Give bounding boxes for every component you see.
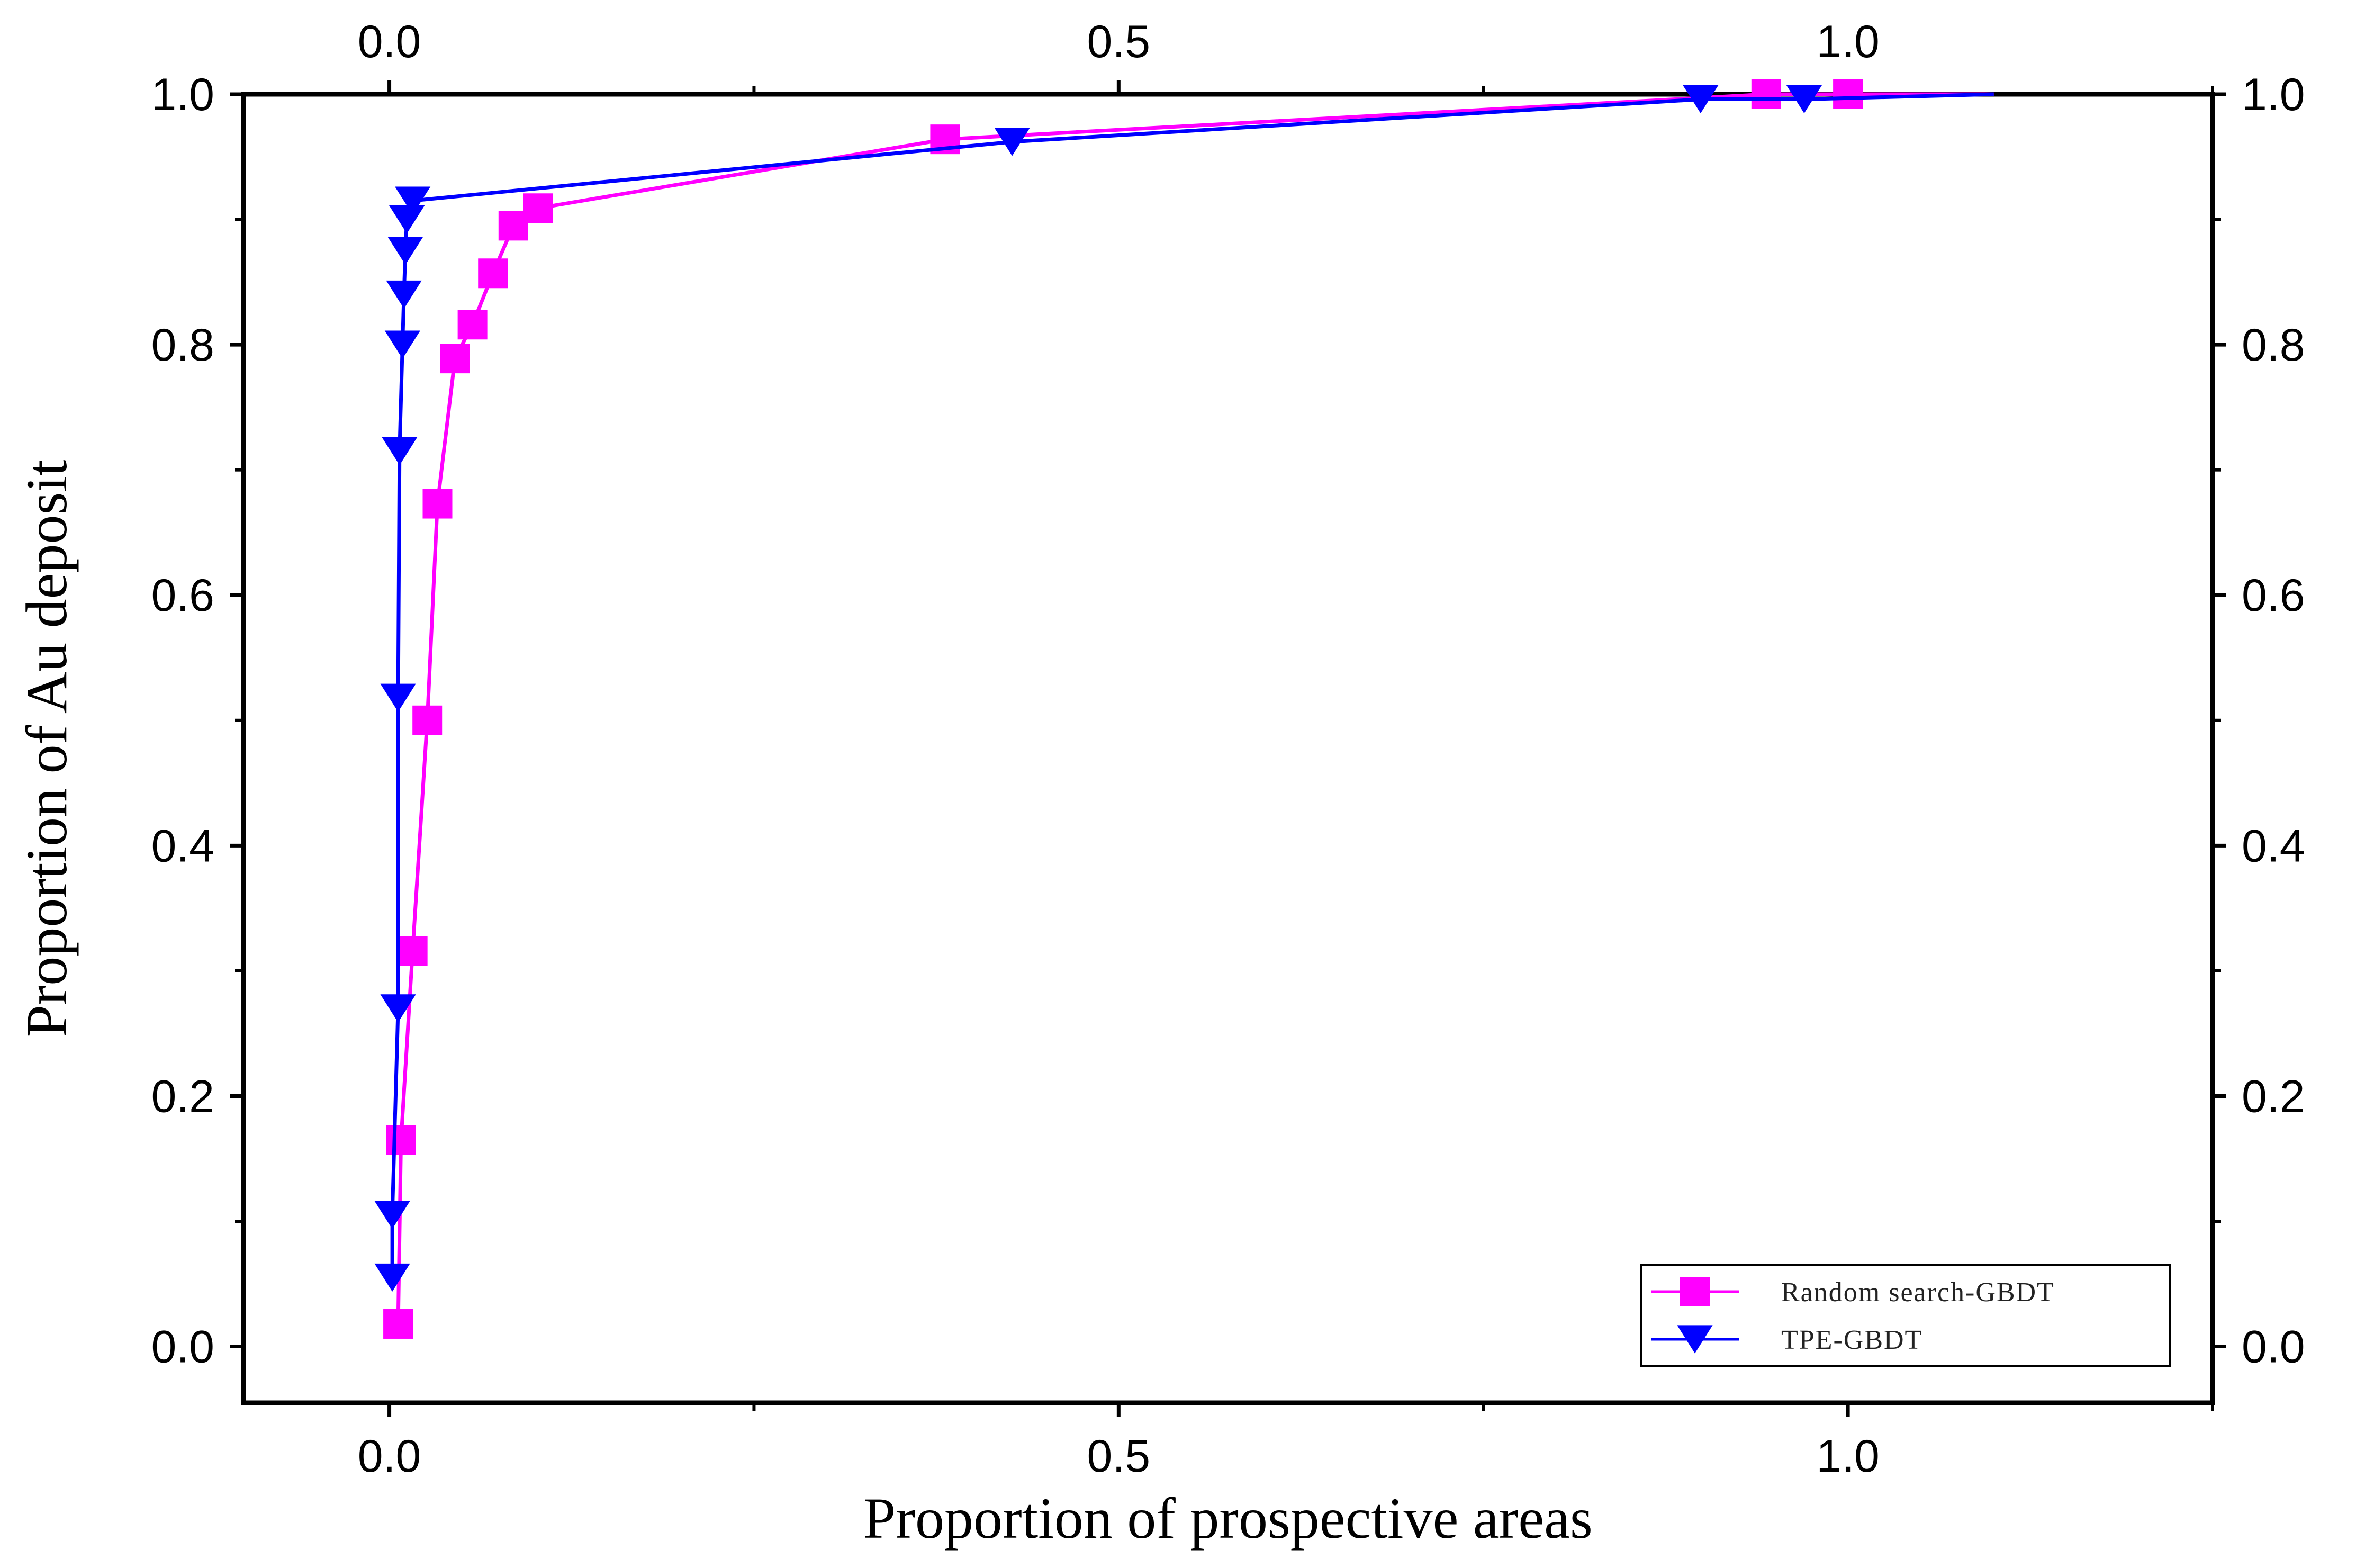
series-0-point-11 xyxy=(1751,79,1781,109)
y-tick-label: 0.4 xyxy=(151,821,214,871)
top-x-tick-label: 1.0 xyxy=(1816,16,1880,67)
series-0-point-5 xyxy=(440,344,470,374)
series-1-point-1 xyxy=(374,1201,410,1229)
right-y-tick-label: 0.4 xyxy=(2242,821,2305,871)
legend-label-1: TPE-GBDT xyxy=(1781,1325,1922,1355)
y-tick-label: 1.0 xyxy=(151,69,214,120)
series-line-0 xyxy=(396,92,1994,1324)
y-axis-title: Proportion of Au deposit xyxy=(14,460,79,1038)
top-x-tick-label: 0.0 xyxy=(358,16,421,67)
series-0-point-1 xyxy=(386,1125,416,1155)
series-0-point-6 xyxy=(457,310,488,340)
right-y-tick-label: 0.2 xyxy=(2242,1071,2305,1122)
series-1-point-6 xyxy=(386,280,422,309)
x-tick-label: 1.0 xyxy=(1816,1431,1880,1482)
legend-box xyxy=(1640,1264,2171,1367)
x-tick-label: 0.0 xyxy=(358,1431,421,1482)
series-0-point-8 xyxy=(498,211,528,241)
series-0-point-4 xyxy=(422,489,453,519)
legend-marker-0 xyxy=(1680,1277,1710,1306)
plot-frame xyxy=(241,92,2215,1405)
legend-label-0: Random search-GBDT xyxy=(1781,1277,2055,1308)
series-0-point-3 xyxy=(412,705,443,735)
right-y-tick-label: 0.8 xyxy=(2242,320,2305,371)
series-1-point-3 xyxy=(380,683,416,712)
top-x-tick-label: 0.5 xyxy=(1087,16,1151,67)
y-tick-label: 0.2 xyxy=(151,1071,214,1122)
y-tick-label: 0.8 xyxy=(151,320,214,371)
series-1-point-4 xyxy=(382,437,418,465)
right-y-tick-label: 0.0 xyxy=(2242,1322,2305,1373)
x-tick-label: 0.5 xyxy=(1087,1431,1151,1482)
series-1-point-12 xyxy=(1786,85,1822,114)
series-0-point-12 xyxy=(1833,79,1863,109)
series-1-point-0 xyxy=(374,1263,410,1292)
series-0-point-9 xyxy=(523,193,553,223)
x-axis-title: Proportion of prospective areas xyxy=(863,1486,1593,1551)
series-1-point-11 xyxy=(1683,85,1719,114)
legend-marker-1 xyxy=(1677,1325,1713,1354)
series-1-point-8 xyxy=(389,205,425,234)
series-0-point-7 xyxy=(478,258,508,289)
series-1-point-5 xyxy=(384,330,420,359)
y-tick-label: 0.0 xyxy=(151,1322,214,1373)
series-1-point-9 xyxy=(395,186,431,215)
series-1-point-10 xyxy=(994,128,1030,156)
series-0-point-2 xyxy=(398,936,428,966)
right-y-tick-label: 0.6 xyxy=(2242,570,2305,621)
y-tick-label: 0.6 xyxy=(151,570,214,621)
series-line-1 xyxy=(390,92,1994,1278)
series-1-point-2 xyxy=(380,994,416,1023)
series-0-point-0 xyxy=(383,1309,413,1339)
series-1-point-7 xyxy=(387,237,423,265)
right-y-tick-label: 1.0 xyxy=(2242,69,2305,120)
